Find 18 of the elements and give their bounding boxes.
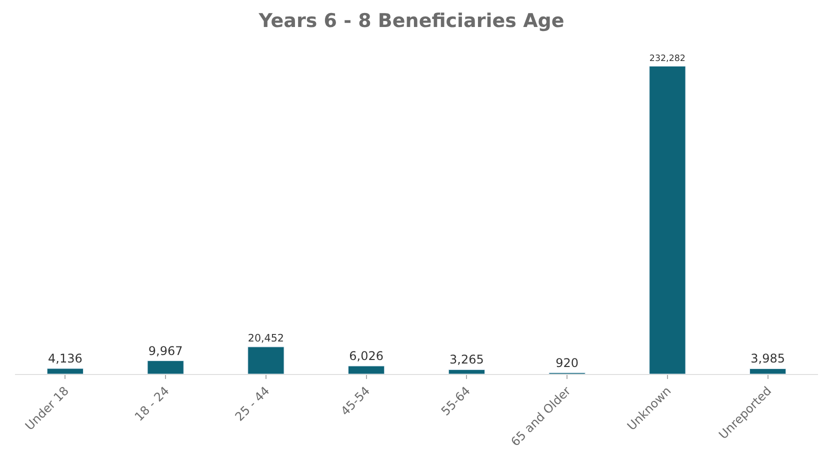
bar [147,360,184,374]
chart-title: Years 6 - 8 Beneficiaries Age [258,10,564,32]
bar [348,366,385,374]
data-label: 232,282 [649,54,686,64]
data-label: 6,026 [349,349,384,364]
data-label: 3,265 [450,352,484,367]
data-label: 20,452 [248,332,284,344]
x-tick-label: 25 - 44 [232,384,272,424]
bar [248,346,284,374]
bar [448,369,486,374]
data-label: 4,136 [48,352,82,366]
data-label: 3,985 [750,352,785,366]
bar [649,66,686,374]
data-label: 920 [556,356,579,370]
x-tick-label: 18 - 24 [132,384,172,424]
bar [750,368,786,374]
data-label: 9,967 [148,344,183,358]
bar [46,368,84,374]
